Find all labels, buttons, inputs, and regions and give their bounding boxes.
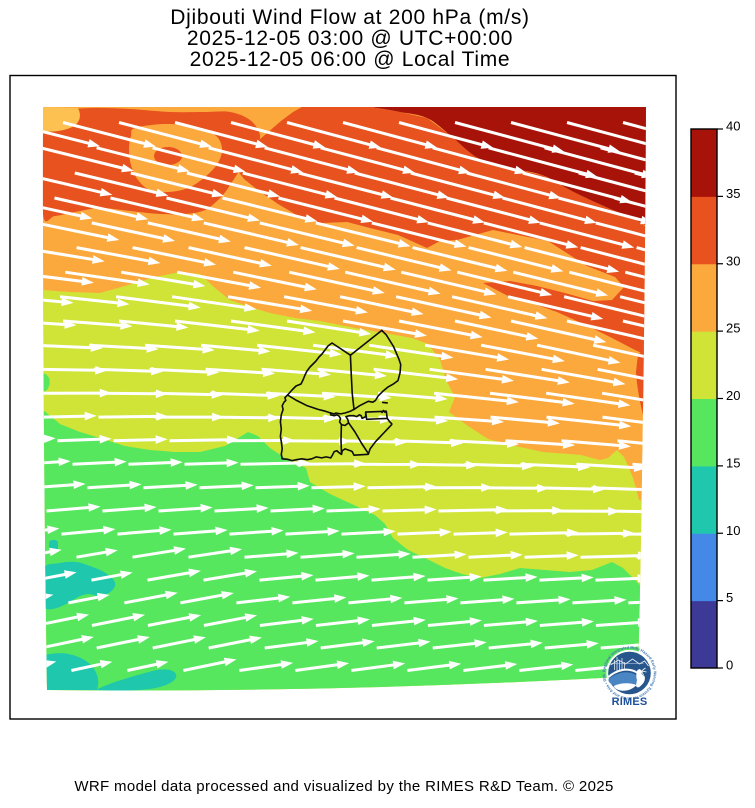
svg-text:35: 35 [726,186,740,201]
svg-text:5: 5 [726,590,733,605]
svg-text:30: 30 [726,253,740,268]
svg-text:40: 40 [726,119,740,134]
svg-text:0: 0 [726,658,733,673]
svg-text:20: 20 [726,388,740,403]
svg-text:25: 25 [726,321,740,336]
svg-text:10: 10 [726,523,740,538]
svg-text:15: 15 [726,455,740,470]
svg-text:RIMES: RIMES [612,696,648,708]
